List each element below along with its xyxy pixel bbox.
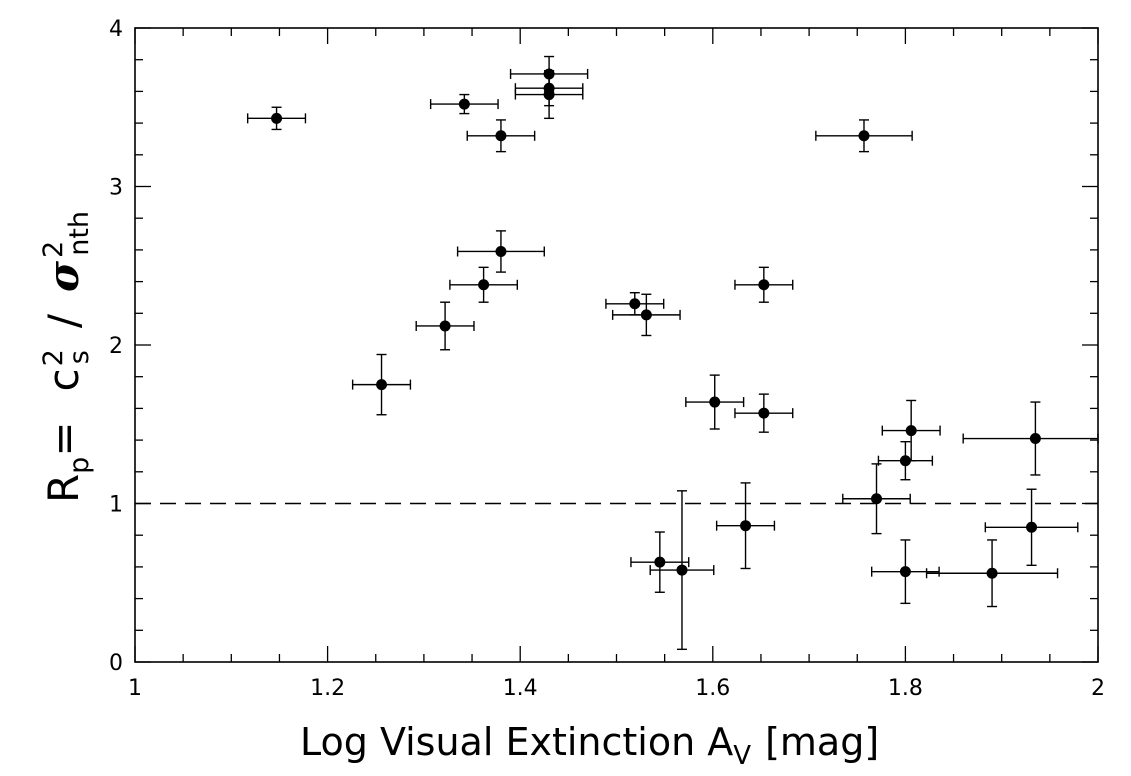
data-point [734,266,794,303]
data-point [925,539,1059,608]
data-point [870,539,940,605]
data-point [429,93,499,115]
point-marker [871,493,883,505]
data-point [984,488,1079,567]
x-axis-title: Log Visual Extinction AV [mag] [300,720,879,771]
point-marker [899,455,911,467]
x-tick-label: 1.4 [503,676,538,701]
point-marker [439,320,451,332]
data-point [881,399,941,462]
x-tick-label: 1.2 [310,676,345,701]
data-point [685,374,745,430]
data-point [734,393,794,433]
point-marker [640,309,652,321]
data-point [649,490,715,651]
data-point [842,463,911,535]
point-marker [905,425,917,437]
y-axis-title: Rp=c2s/σ2nth [38,211,95,503]
data-point [962,401,1099,476]
data-point [605,291,665,316]
data-point [466,119,536,153]
axis-ticks [134,27,1099,663]
plot-frame [134,27,1099,663]
point-marker [478,279,490,291]
point-marker [899,566,911,578]
point-marker [654,556,666,568]
x-axis-title-sub: V [733,741,751,771]
x-tick-label: 1.8 [888,676,923,701]
point-marker [986,567,998,579]
point-marker [676,564,688,576]
data-point [611,293,681,337]
data-point [246,106,307,131]
y-tick-label: 3 [109,176,123,201]
y-tick-label: 4 [109,17,123,42]
data-point [877,440,934,481]
point-marker [629,298,641,310]
point-marker [758,279,770,291]
point-marker [709,396,721,408]
point-marker [271,112,283,124]
point-marker [1029,433,1041,445]
point-marker [758,407,770,419]
data-point [351,353,412,416]
point-marker [543,89,555,101]
data-point [715,482,776,570]
x-tick-label: 1 [128,676,142,701]
y-tick-label: 0 [109,651,123,676]
data-points [246,55,1099,651]
point-marker [495,245,507,257]
point-marker [740,520,752,532]
data-point [449,266,519,303]
y-tick-label: 1 [109,493,123,518]
point-marker [858,130,870,142]
point-marker [458,98,470,110]
point-marker [495,130,507,142]
svg-text:Rp=c2s/σ2nth: Rp=c2s/σ2nth [38,211,95,503]
point-marker [376,379,388,391]
data-point [415,301,475,351]
x-tick-label: 2 [1091,676,1105,701]
data-point [456,230,545,273]
data-point [815,119,913,153]
x-axis-title-units: [mag] [765,720,879,764]
point-marker [1026,521,1038,533]
x-tick-label: 1.6 [695,676,730,701]
data-point [630,531,690,593]
data-point [514,70,584,120]
y-tick-label: 2 [109,334,123,359]
